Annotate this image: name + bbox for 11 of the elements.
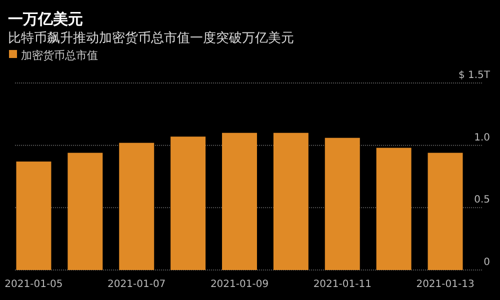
x-tick-label: 2021-01-13 bbox=[416, 279, 474, 290]
y-tick-label: 0 bbox=[484, 257, 490, 268]
y-tick-label: 1.0 bbox=[474, 132, 490, 144]
x-tick-label: 2021-01-05 bbox=[4, 279, 63, 290]
chart-subtitle: 比特币飙升推动加密货币总市值一度突破万亿美元 bbox=[8, 30, 294, 46]
x-tick-label: 2021-01-11 bbox=[313, 279, 372, 290]
x-tick-label: 2021-01-09 bbox=[210, 279, 269, 290]
y-tick-label: 0.5 bbox=[474, 194, 490, 206]
x-tick-label: 2021-01-07 bbox=[108, 279, 166, 290]
y-tick-label: $ 1.5T bbox=[458, 70, 491, 81]
chart-title: 一万亿美元 bbox=[8, 10, 83, 28]
